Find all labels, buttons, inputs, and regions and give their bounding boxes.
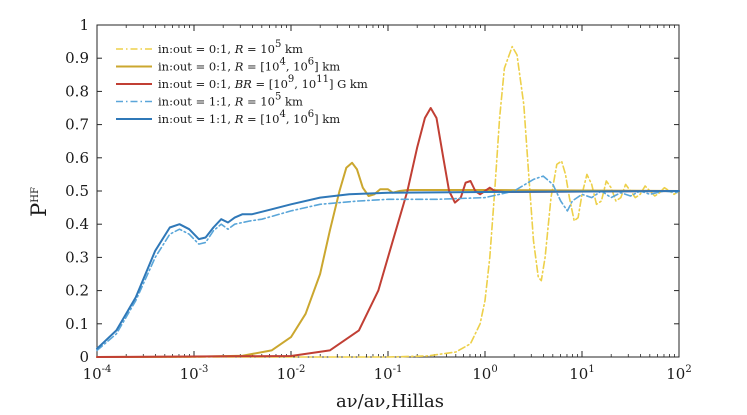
y-tick-label: 1 bbox=[79, 16, 89, 34]
legend-label-part: ] G km bbox=[329, 77, 368, 91]
legend-label-part: 4 bbox=[279, 109, 285, 120]
y-tick-label: 0.2 bbox=[65, 282, 89, 300]
legend-label-part: 4 bbox=[279, 57, 285, 68]
x-axis-label: aν/aν,Hillas bbox=[336, 391, 444, 412]
x-tick-base: 10 bbox=[180, 365, 199, 383]
legend-label-part: , 10 bbox=[286, 60, 308, 74]
y-tick-label: 0.8 bbox=[65, 82, 89, 100]
legend-label-part: in:out = 0:1, bbox=[158, 77, 235, 91]
legend-label-5: in:out = 1:1, R = [104, 106] km bbox=[158, 109, 340, 126]
y-tick-label: 0.7 bbox=[65, 116, 89, 134]
legend-label-part: R bbox=[234, 60, 244, 74]
y-tick-label: 0.1 bbox=[65, 315, 89, 333]
x-tick-exp: 0 bbox=[491, 364, 497, 375]
series-line-4 bbox=[96, 175, 680, 352]
legend-label-part: 5 bbox=[275, 39, 281, 50]
legend-label-part: in:out = 1:1, bbox=[158, 95, 235, 109]
legend-label-part: 6 bbox=[308, 57, 314, 68]
legend-label-part: ] km bbox=[314, 60, 340, 74]
x-tick-label: 10-4 bbox=[83, 364, 112, 383]
x-axis-ticks: 10-4 10-3 10-2 10-1 100 101 102 bbox=[83, 25, 692, 383]
legend-label-1: in:out = 0:1, R = 105 km bbox=[158, 39, 303, 56]
y-tick-label: 0 bbox=[79, 348, 89, 366]
legend-label-part: km bbox=[281, 95, 303, 109]
legend-label-part: in:out = 0:1, bbox=[158, 60, 235, 74]
legend-label-part: BR bbox=[234, 77, 252, 91]
x-tick-base: 10 bbox=[374, 365, 393, 383]
series-line-1 bbox=[96, 45, 680, 358]
y-tick-label: 0.6 bbox=[65, 149, 89, 167]
y-axis-label-sup: HF bbox=[30, 187, 41, 203]
legend-label-part: 6 bbox=[308, 109, 314, 120]
legend-label-part: 9 bbox=[288, 74, 294, 85]
x-tick-exp: -2 bbox=[296, 364, 306, 375]
legend-label-part: ] km bbox=[314, 112, 340, 126]
series-line-3 bbox=[96, 107, 680, 358]
x-tick-exp: -1 bbox=[393, 364, 403, 375]
y-axis-label-main: P bbox=[27, 203, 51, 217]
x-tick-label: 101 bbox=[569, 364, 594, 383]
x-tick-base: 10 bbox=[569, 365, 588, 383]
x-tick-exp: -3 bbox=[199, 364, 209, 375]
legend-label-part: 5 bbox=[275, 92, 281, 103]
legend-label-part: = 10 bbox=[243, 95, 275, 109]
x-tick-label: 10-3 bbox=[180, 364, 209, 383]
x-tick-base: 10 bbox=[472, 365, 491, 383]
legend-label-4: in:out = 1:1, R = 105 km bbox=[158, 92, 303, 109]
series-layer bbox=[96, 45, 680, 358]
legend-label-part: = [10 bbox=[243, 112, 279, 126]
x-tick-label: 100 bbox=[472, 364, 497, 383]
legend-label-part: R bbox=[234, 112, 244, 126]
legend-label-part: , 10 bbox=[294, 77, 316, 91]
legend-label-part: km bbox=[281, 42, 303, 56]
legend-label-part: , 10 bbox=[286, 112, 308, 126]
y-tick-label: 0.3 bbox=[65, 248, 89, 266]
x-tick-label: 102 bbox=[666, 364, 691, 383]
x-tick-base: 10 bbox=[666, 365, 685, 383]
y-tick-label: 0.4 bbox=[65, 215, 89, 233]
legend-label-part: = 10 bbox=[243, 42, 275, 56]
x-tick-exp: -4 bbox=[102, 364, 112, 375]
x-tick-base: 10 bbox=[277, 365, 296, 383]
legend-label-part: = [10 bbox=[252, 77, 288, 91]
series-line-5 bbox=[96, 190, 680, 350]
legend-label-part: R bbox=[234, 95, 244, 109]
x-tick-exp: 1 bbox=[588, 364, 594, 375]
y-tick-label: 0.5 bbox=[65, 182, 89, 200]
x-tick-label: 10-1 bbox=[374, 364, 403, 383]
legend-label-3: in:out = 0:1, BR = [109, 1011] G km bbox=[158, 74, 368, 91]
legend-label-part: in:out = 1:1, bbox=[158, 112, 235, 126]
legend-label-part: R bbox=[234, 42, 244, 56]
y-axis-label: PHF bbox=[27, 187, 51, 217]
legend-label-part: 11 bbox=[316, 74, 329, 85]
x-tick-label: 10-2 bbox=[277, 364, 306, 383]
x-tick-base: 10 bbox=[83, 365, 102, 383]
legend-label-part: = [10 bbox=[243, 60, 279, 74]
y-tick-label: 0.9 bbox=[65, 49, 89, 67]
x-tick-exp: 2 bbox=[685, 364, 691, 375]
legend-label-2: in:out = 0:1, R = [104, 106] km bbox=[158, 57, 340, 74]
legend-label-part: in:out = 0:1, bbox=[158, 42, 235, 56]
